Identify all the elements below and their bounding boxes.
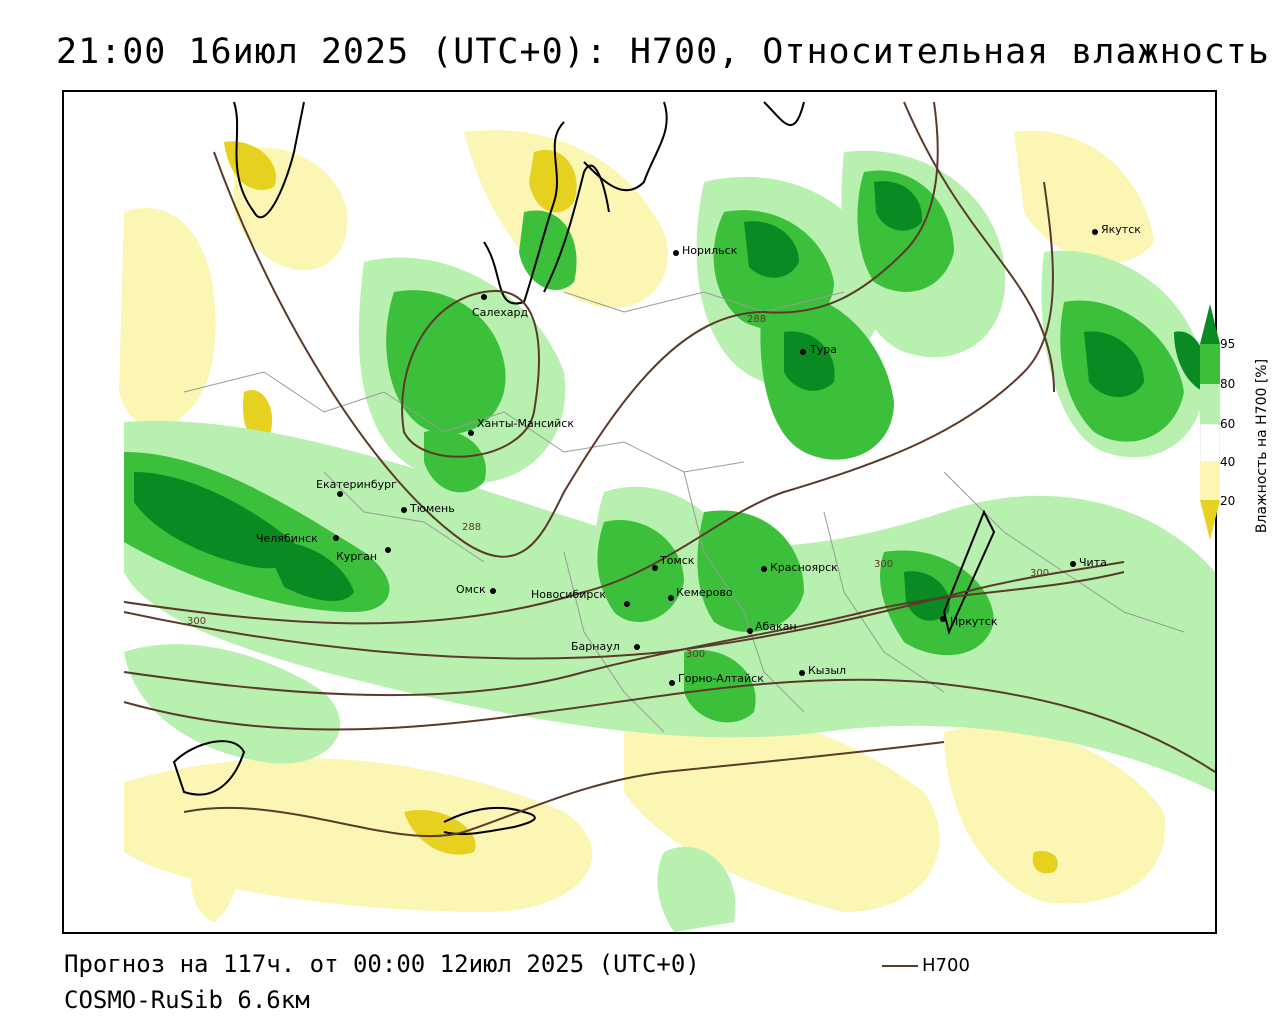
city-abakan: Абакан [747, 620, 797, 634]
svg-text:Ханты-Мансийск: Ханты-Мансийск [477, 417, 574, 430]
city-barnaul: Барнаул [571, 640, 640, 653]
city-khanty-mansiysk: Ханты-Мансийск [468, 417, 574, 436]
svg-text:Челябинск: Челябинск [256, 532, 318, 545]
svg-text:Салехард: Салехард [472, 306, 528, 319]
city-markers: Норильск Якутск Салехард Тура Ханты-Манс… [256, 223, 1141, 686]
city-novosibirsk: Новосибирск [531, 588, 630, 607]
map-title: 21:00 16июл 2025 (UTC+0): H700, Относите… [56, 32, 1270, 72]
colorbar-tick: 40 [1220, 455, 1236, 469]
svg-text:Екатеринбург: Екатеринбург [316, 478, 397, 491]
city-irkutsk: Иркутск [940, 615, 998, 628]
svg-text:Красноярск: Красноярск [770, 561, 838, 574]
contour-legend: H700 [882, 955, 970, 976]
city-kemerovo: Кемерово [668, 586, 733, 601]
svg-text:Норильск: Норильск [682, 244, 738, 257]
h700-contours [123, 101, 1215, 838]
colorbar-tick: 95 [1220, 337, 1236, 351]
city-salekhard: Салехард [472, 294, 528, 319]
contour-closed [401, 290, 540, 458]
svg-text:Барнаул: Барнаул [571, 640, 620, 653]
model-name: COSMO-RuSib 6.6км [64, 986, 310, 1014]
colorbar-title: Влажность на H700 [%] [1254, 358, 1270, 534]
humidity-map: 288 288 300 300 300 300 Норильск Якутск … [64, 92, 1215, 932]
city-yakutsk: Якутск [1092, 223, 1141, 236]
city-kyzyl: Кызыл [799, 664, 846, 677]
coastline [172, 101, 996, 836]
colorbar-top-arrow [1200, 304, 1220, 344]
contour-label: 288 [747, 314, 766, 325]
contour-legend-label: H700 [922, 955, 970, 976]
very-dry-areas [224, 141, 1058, 874]
colorbar-bottom-arrow [1200, 500, 1220, 540]
humidity-colorbar [1200, 304, 1220, 540]
colorbar-band [1200, 423, 1220, 463]
svg-text:Омск: Омск [456, 583, 486, 596]
city-chita: Чита [1070, 556, 1107, 569]
colorbar-band [1200, 462, 1220, 500]
svg-text:Тюмень: Тюмень [409, 502, 455, 515]
colorbar-band [1200, 384, 1220, 424]
forecast-info: Прогноз на 117ч. от 00:00 12июл 2025 (UT… [64, 950, 700, 978]
city-tomsk: Томск [652, 554, 695, 571]
contour-label: 288 [462, 522, 481, 533]
svg-text:Кемерово: Кемерово [676, 586, 733, 599]
svg-text:Кызыл: Кызыл [808, 664, 846, 677]
contour-legend-swatch [882, 964, 918, 967]
svg-text:Курган: Курган [336, 550, 377, 563]
svg-text:Чита: Чита [1079, 556, 1107, 569]
contour-label: 300 [686, 649, 705, 660]
city-gorno-altaysk: Горно-Алтайск [669, 672, 764, 686]
city-yekaterinburg: Екатеринбург [316, 478, 397, 497]
contour-label: 300 [1030, 568, 1049, 579]
colorbar-tick: 20 [1220, 494, 1236, 508]
map-area: 288 288 300 300 300 300 Норильск Якутск … [62, 90, 1217, 934]
contour-label: 300 [187, 616, 206, 627]
city-norilsk: Норильск [673, 244, 738, 257]
city-kurgan: Курган [336, 547, 391, 563]
svg-text:Тура: Тура [809, 343, 837, 356]
colorbar-band [1200, 344, 1220, 384]
svg-text:Новосибирск: Новосибирск [531, 588, 606, 601]
city-krasnoyarsk: Красноярск [761, 561, 838, 574]
svg-text:Абакан: Абакан [755, 620, 797, 633]
city-chelyabinsk: Челябинск [256, 532, 339, 545]
contour-label: 300 [874, 559, 893, 570]
svg-text:Томск: Томск [659, 554, 695, 567]
colorbar-tick: 80 [1220, 377, 1236, 391]
city-tura: Тура [800, 343, 837, 356]
city-tyumen: Тюмень [401, 502, 455, 515]
city-omsk: Омск [456, 583, 496, 596]
svg-text:Иркутск: Иркутск [950, 615, 998, 628]
svg-text:Горно-Алтайск: Горно-Алтайск [678, 672, 764, 685]
svg-text:Якутск: Якутск [1101, 223, 1141, 236]
colorbar-tick: 60 [1220, 417, 1236, 431]
